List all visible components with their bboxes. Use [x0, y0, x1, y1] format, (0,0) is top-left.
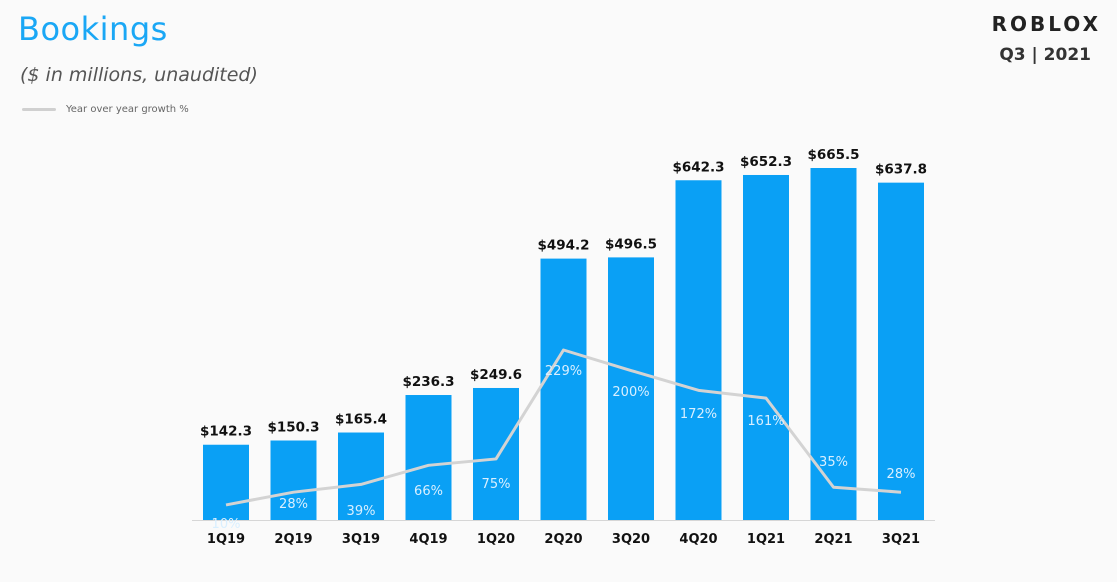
x-tick-label: 3Q19 — [342, 532, 380, 547]
bar-value-label: $652.3 — [740, 154, 792, 170]
growth-value-label: 200% — [612, 385, 649, 400]
bar-value-label: $236.3 — [402, 374, 454, 390]
growth-value-label: 39% — [347, 504, 376, 519]
x-tick-label: 2Q21 — [814, 532, 852, 547]
x-tick-label: 2Q20 — [544, 532, 582, 547]
growth-value-label: 172% — [680, 407, 717, 422]
bar-value-label: $496.5 — [605, 236, 657, 252]
growth-value-label: 229% — [545, 364, 582, 379]
growth-value-label: 10% — [212, 517, 241, 532]
x-tick-label: 3Q20 — [612, 532, 650, 547]
bar-value-label: $142.3 — [200, 424, 252, 440]
bar-value-label: $150.3 — [267, 420, 319, 436]
x-tick-label: 1Q20 — [477, 532, 515, 547]
bar — [473, 387, 519, 520]
x-tick-label: 1Q21 — [747, 532, 785, 547]
bar — [270, 440, 317, 520]
bar-value-label: $665.5 — [807, 147, 859, 163]
growth-value-label: 28% — [279, 497, 308, 512]
growth-value-label: 75% — [482, 477, 511, 492]
x-tick-label: 2Q19 — [274, 532, 312, 547]
bar — [203, 444, 249, 520]
bar — [405, 395, 452, 520]
bar — [338, 432, 384, 520]
bar — [878, 182, 924, 520]
bar-value-label: $637.8 — [875, 162, 927, 178]
growth-value-label: 35% — [819, 455, 848, 470]
brand-logo: ROBLOX — [991, 12, 1101, 36]
x-tick-label: 4Q19 — [409, 532, 447, 547]
legend-line-swatch — [22, 108, 56, 111]
growth-value-label: 66% — [414, 484, 443, 499]
bar — [743, 174, 789, 520]
bar — [675, 180, 722, 521]
chart-title: Bookings — [18, 10, 168, 48]
x-tick-label: 1Q19 — [207, 532, 245, 547]
bar-value-label: $165.4 — [335, 412, 387, 428]
growth-line — [225, 348, 902, 507]
bar-value-label: $642.3 — [672, 159, 724, 175]
bar — [540, 258, 587, 520]
chart-subtitle: ($ in millions, unaudited) — [20, 64, 258, 86]
legend-label: Year over year growth % — [66, 104, 189, 115]
bar-value-label: $249.6 — [470, 367, 522, 383]
growth-value-label: 28% — [887, 467, 916, 482]
x-tick-label: 4Q20 — [679, 532, 717, 547]
bar-value-label: $494.2 — [537, 238, 589, 254]
growth-value-label: 161% — [747, 414, 784, 429]
bar — [810, 168, 857, 520]
legend: Year over year growth % — [22, 104, 189, 115]
x-tick-label: 3Q21 — [882, 532, 920, 547]
bar — [608, 257, 654, 520]
period-label: Q3 | 2021 — [999, 45, 1091, 65]
